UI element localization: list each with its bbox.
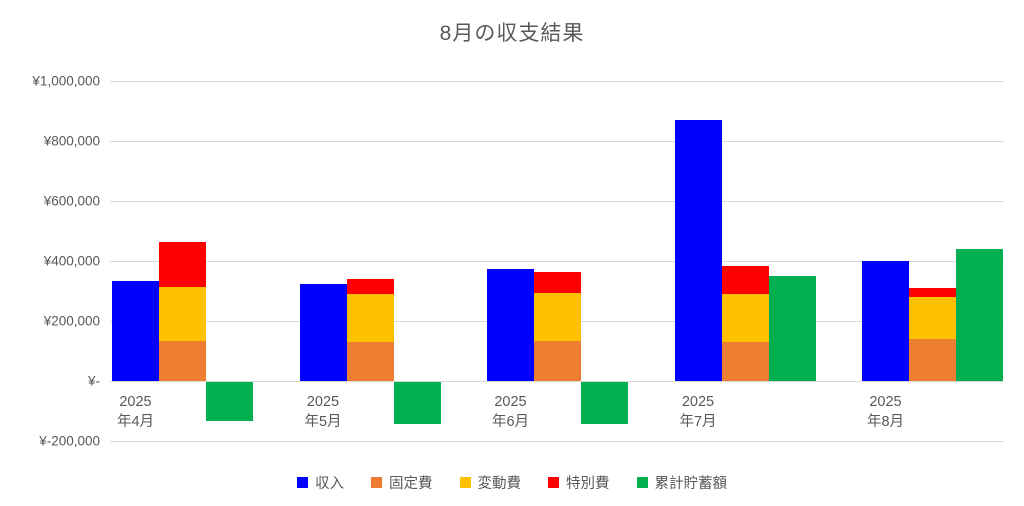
fixed-cost-segment[interactable] bbox=[534, 340, 581, 381]
variable-cost-segment[interactable] bbox=[909, 297, 956, 339]
x-axis-label-line: 年6月 bbox=[491, 413, 530, 430]
variable-cost-segment[interactable] bbox=[159, 286, 206, 341]
legend: 収入 固定費 変動費 特別費 累計貯蓄額 bbox=[0, 469, 1024, 495]
income-bar[interactable] bbox=[674, 120, 722, 381]
y-axis-label: ¥1,000,000 bbox=[32, 73, 100, 89]
savings-bar[interactable] bbox=[581, 382, 628, 424]
gridline bbox=[110, 381, 1004, 382]
special-cost-segment[interactable] bbox=[346, 279, 394, 294]
y-axis-label: ¥- bbox=[87, 373, 100, 389]
legend-marker-icon bbox=[459, 476, 471, 488]
fixed-cost-segment[interactable] bbox=[721, 342, 769, 381]
legend-item[interactable]: 特別費 bbox=[548, 472, 610, 493]
y-axis-label: ¥200,000 bbox=[43, 313, 100, 329]
x-axis-label-line: 2025 bbox=[869, 394, 902, 410]
special-cost-segment[interactable] bbox=[909, 288, 956, 297]
x-axis-label-line: 年5月 bbox=[304, 413, 342, 430]
fixed-cost-segment[interactable] bbox=[909, 339, 956, 381]
special-cost-segment[interactable] bbox=[721, 265, 769, 294]
legend-marker-icon bbox=[371, 476, 382, 488]
x-axis-label: 2025 年7月 bbox=[638, 393, 758, 432]
fixed-cost-segment[interactable] bbox=[346, 342, 394, 381]
savings-bar[interactable] bbox=[768, 276, 816, 381]
special-cost-segment[interactable] bbox=[534, 271, 581, 293]
variable-cost-segment[interactable] bbox=[534, 292, 581, 341]
x-axis-label-line: 年7月 bbox=[679, 413, 717, 430]
gridline bbox=[110, 141, 1004, 142]
legend-item[interactable]: 固定費 bbox=[371, 472, 433, 493]
y-axis-label: ¥600,000 bbox=[43, 193, 100, 209]
x-axis-label: 2025 年6月 bbox=[451, 393, 571, 432]
gridline bbox=[110, 81, 1004, 82]
legend-label: 固定費 bbox=[389, 475, 433, 492]
legend-label: 収入 bbox=[315, 475, 344, 492]
x-axis-label-line: 2025 bbox=[681, 394, 715, 410]
income-bar[interactable] bbox=[862, 261, 909, 381]
gridline bbox=[110, 201, 1004, 202]
legend-marker-icon bbox=[297, 476, 308, 488]
y-axis-label: ¥400,000 bbox=[43, 253, 100, 269]
variable-cost-segment[interactable] bbox=[346, 294, 394, 342]
x-axis-label: 2025 年5月 bbox=[263, 393, 383, 432]
legend-item[interactable]: 収入 bbox=[297, 472, 344, 493]
y-axis-label: ¥800,000 bbox=[43, 133, 100, 149]
legend-marker-icon bbox=[548, 476, 559, 488]
savings-bar[interactable] bbox=[206, 382, 253, 421]
income-bar[interactable] bbox=[299, 283, 347, 381]
income-bar[interactable] bbox=[112, 280, 159, 381]
legend-label: 累計貯蓄額 bbox=[654, 475, 728, 492]
x-axis-label: 2025 年4月 bbox=[76, 393, 196, 432]
legend-item[interactable]: 変動費 bbox=[459, 472, 522, 493]
savings-bar[interactable] bbox=[393, 382, 441, 424]
legend-label: 変動費 bbox=[477, 475, 522, 492]
special-cost-segment[interactable] bbox=[159, 241, 206, 287]
x-axis-label-line: 2025 bbox=[306, 394, 340, 410]
legend-marker-icon bbox=[636, 476, 648, 488]
x-axis-label-line: 2025 bbox=[119, 394, 152, 410]
gridline bbox=[110, 261, 1004, 262]
x-axis-label-line: 年8月 bbox=[866, 413, 905, 430]
legend-label: 特別費 bbox=[566, 475, 610, 492]
savings-bar[interactable] bbox=[956, 249, 1003, 381]
y-axis-label: ¥-200,000 bbox=[39, 433, 100, 449]
x-axis-label: 2025 年8月 bbox=[826, 393, 946, 432]
chart-title: 8月の収支結果 bbox=[439, 22, 585, 45]
x-axis-label-line: 2025 bbox=[494, 394, 527, 410]
gridline bbox=[110, 441, 1004, 442]
fixed-cost-segment[interactable] bbox=[159, 340, 206, 381]
x-axis-label-line: 年4月 bbox=[116, 413, 155, 430]
legend-item[interactable]: 累計貯蓄額 bbox=[636, 472, 728, 493]
income-bar[interactable] bbox=[487, 268, 534, 381]
variable-cost-segment[interactable] bbox=[721, 294, 769, 342]
